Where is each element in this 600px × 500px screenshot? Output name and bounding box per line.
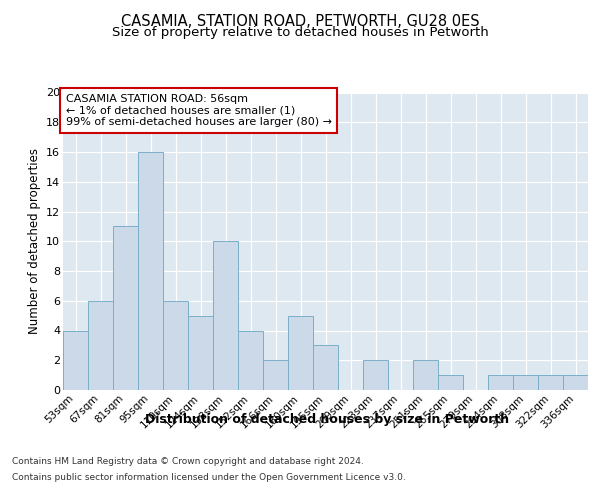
Bar [363, 360, 388, 390]
Bar [188, 316, 213, 390]
Bar [513, 375, 538, 390]
Text: Size of property relative to detached houses in Petworth: Size of property relative to detached ho… [112, 26, 488, 39]
Text: Contains public sector information licensed under the Open Government Licence v3: Contains public sector information licen… [12, 472, 406, 482]
Text: Contains HM Land Registry data © Crown copyright and database right 2024.: Contains HM Land Registry data © Crown c… [12, 458, 364, 466]
Bar [163, 300, 188, 390]
Bar [288, 316, 313, 390]
Text: CASAMIA, STATION ROAD, PETWORTH, GU28 0ES: CASAMIA, STATION ROAD, PETWORTH, GU28 0E… [121, 14, 479, 29]
Bar [438, 375, 463, 390]
Bar [563, 375, 588, 390]
Y-axis label: Number of detached properties: Number of detached properties [28, 148, 41, 334]
Bar [313, 346, 338, 390]
Text: CASAMIA STATION ROAD: 56sqm
← 1% of detached houses are smaller (1)
99% of semi-: CASAMIA STATION ROAD: 56sqm ← 1% of deta… [65, 94, 332, 127]
Bar [63, 330, 88, 390]
Bar [213, 242, 238, 390]
Bar [88, 300, 113, 390]
Text: Distribution of detached houses by size in Petworth: Distribution of detached houses by size … [145, 412, 509, 426]
Bar [113, 226, 138, 390]
Bar [413, 360, 438, 390]
Bar [238, 330, 263, 390]
Bar [138, 152, 163, 390]
Bar [488, 375, 513, 390]
Bar [263, 360, 288, 390]
Bar [538, 375, 563, 390]
